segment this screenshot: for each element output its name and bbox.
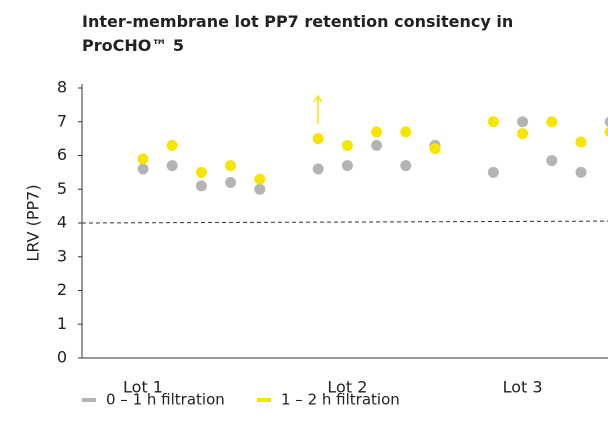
point [487,116,499,128]
point [400,160,412,172]
point [429,143,441,155]
point [137,153,149,165]
point [225,160,237,172]
y-tick-label: 8 [57,78,67,97]
y-tick-label: 6 [57,145,67,164]
point [371,139,383,151]
y-tick-label: 0 [57,348,67,367]
y-tick-label: 5 [57,179,67,198]
point [546,155,558,167]
point [604,126,608,137]
y-tick-label: 7 [57,111,67,130]
point [604,116,608,127]
reference-line [81,220,608,224]
x-tick-label: Lot 3 [503,378,543,397]
point [166,139,178,151]
chart-title: Inter-membrane lot PP7 retention consite… [82,12,514,55]
point [487,166,499,178]
y-tick-label: 3 [57,246,67,265]
y-tick-label: 2 [57,280,67,299]
point [400,126,412,138]
point [254,183,266,195]
legend-label: 0 – 1 h filtration [106,391,225,409]
point [312,133,324,145]
point [166,160,178,172]
point [341,139,353,151]
point [371,126,383,138]
point [254,173,266,185]
point [195,180,207,192]
point [517,116,529,128]
y-tick-label: 1 [57,314,67,333]
x-tick-label: Lot 1 [123,378,163,397]
annotation-arrow-head [313,94,323,103]
legend-label: 1 – 2 h filtration [281,391,400,409]
point [546,116,558,128]
y-tick-label: 4 [57,213,67,232]
point [225,177,237,188]
point [575,166,587,178]
y-axis-label: LRV (PP7) [24,184,43,261]
point [195,166,207,178]
x-tick-label: Lot 2 [327,378,367,397]
point [341,160,353,172]
point [137,163,149,175]
point [517,128,529,140]
point [312,163,324,175]
point [575,136,587,148]
